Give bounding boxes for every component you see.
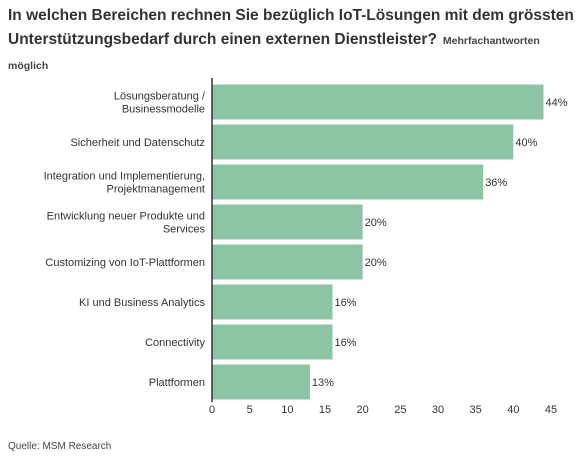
x-tick-label: 20 bbox=[357, 404, 369, 416]
category-label: Customizing von IoT-Plattformen bbox=[45, 257, 205, 269]
bar bbox=[212, 84, 544, 120]
bar bbox=[212, 284, 333, 320]
x-tick-label: 30 bbox=[432, 404, 444, 416]
category-label: Integration und Implementierung, Projektm… bbox=[44, 171, 205, 196]
data-label: 20% bbox=[365, 257, 387, 269]
category-label: Lösungsberatung / Businessmodelle bbox=[114, 91, 206, 116]
data-label: 13% bbox=[312, 377, 334, 389]
data-label: 40% bbox=[515, 137, 537, 149]
data-label: 44% bbox=[545, 97, 567, 109]
category-label: Connectivity bbox=[145, 337, 205, 349]
bar bbox=[212, 204, 363, 240]
x-tick-label: 45 bbox=[545, 404, 557, 416]
bar bbox=[212, 244, 363, 280]
chart-title-text: In welchen Bereichen rechnen Sie bezügli… bbox=[8, 7, 574, 48]
bar bbox=[212, 124, 514, 160]
data-label: 20% bbox=[365, 217, 387, 229]
data-label: 16% bbox=[335, 337, 357, 349]
x-tick-label: 10 bbox=[281, 404, 293, 416]
x-tick-label: 35 bbox=[470, 404, 482, 416]
x-tick-label: 0 bbox=[209, 404, 215, 416]
x-tick-label: 15 bbox=[319, 404, 331, 416]
bar bbox=[212, 364, 310, 400]
x-tick-label: 40 bbox=[507, 404, 519, 416]
category-label: Sicherheit und Datenschutz bbox=[70, 137, 205, 149]
category-label: Entwicklung neuer Produkte und Services bbox=[47, 211, 206, 236]
data-label: 36% bbox=[485, 177, 507, 189]
bar bbox=[212, 324, 333, 360]
bar bbox=[212, 164, 484, 200]
x-tick-label: 25 bbox=[394, 404, 406, 416]
chart-subtitle: Mehrfachantworten möglich bbox=[8, 35, 540, 72]
category-label: Plattformen bbox=[149, 377, 205, 389]
x-tick-label: 5 bbox=[247, 404, 253, 416]
source-note: Quelle: MSM Research bbox=[8, 441, 112, 452]
chart-title: In welchen Bereichen rechnen Sie bezügli… bbox=[8, 4, 580, 78]
category-label: KI und Business Analytics bbox=[79, 297, 205, 309]
data-label: 16% bbox=[335, 297, 357, 309]
